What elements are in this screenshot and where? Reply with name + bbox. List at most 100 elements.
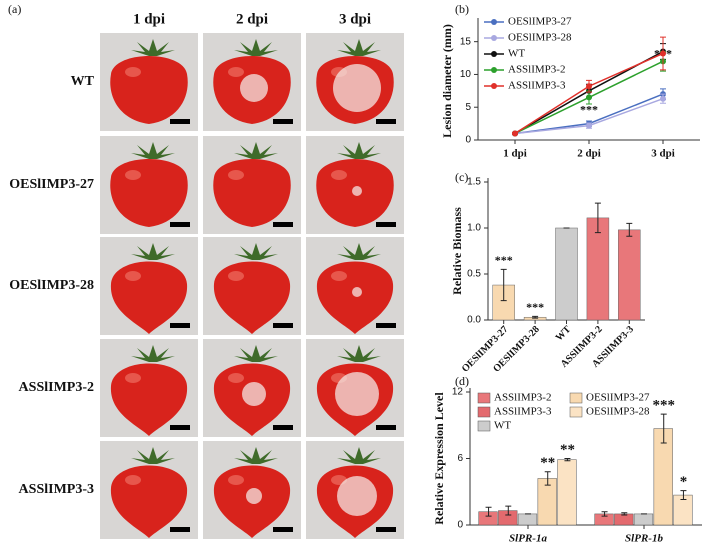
photo (306, 441, 404, 539)
error-bar (485, 506, 492, 517)
legend-marker (491, 19, 497, 25)
highlight (228, 67, 244, 77)
significance: *** (652, 398, 675, 414)
photo (100, 339, 198, 437)
point (586, 122, 592, 129)
significance: *** (495, 253, 513, 267)
legend-swatch (569, 392, 583, 404)
highlight (331, 271, 347, 281)
calyx (337, 142, 381, 159)
legend-label: ASSlIMP3-2 (508, 64, 565, 76)
photo (203, 441, 301, 539)
point (660, 95, 666, 102)
scale-bar (170, 323, 190, 328)
error-bar (544, 471, 551, 486)
photo (203, 237, 301, 335)
lesion (240, 74, 268, 102)
photo (100, 33, 198, 131)
error-bar (626, 222, 633, 237)
calyx (131, 39, 175, 56)
photo (100, 441, 198, 539)
scale-bar (273, 527, 293, 532)
bar (557, 459, 577, 526)
calyx (131, 142, 175, 159)
photo (100, 237, 198, 335)
y-axis-title: Relative Biomass (450, 207, 464, 295)
y-tick-label: 12 (452, 387, 464, 398)
highlight (125, 271, 141, 281)
photo (100, 136, 198, 234)
y-tick-label: 15 (460, 36, 472, 47)
bar (555, 227, 578, 321)
error-bar (601, 511, 608, 517)
point (512, 130, 518, 137)
x-tick-label: 1 dpi (503, 148, 527, 160)
significance: ** (540, 455, 555, 471)
calyx (337, 447, 381, 464)
x-tick-label: SlPR-1a (509, 533, 547, 545)
photo (306, 136, 404, 234)
highlight (125, 170, 141, 180)
highlight (228, 475, 244, 485)
legend-label: OESlIMP3-27 (508, 16, 572, 28)
calyx (234, 142, 278, 159)
panel-label: (b) (455, 2, 469, 16)
scale-bar (170, 527, 190, 532)
photo (203, 339, 301, 437)
y-tick-label: 1.0 (467, 223, 481, 234)
error-bar (621, 512, 628, 516)
row-label: OESlIMP3-28 (9, 278, 94, 293)
highlight (228, 271, 244, 281)
photo (306, 237, 404, 335)
photo (203, 136, 301, 234)
lesion (352, 287, 362, 297)
lesion (337, 476, 377, 516)
row-label: ASSlIMP3-3 (19, 482, 94, 497)
scale-bar (170, 425, 190, 430)
calyx (131, 447, 175, 464)
row-label: ASSlIMP3-2 (19, 380, 94, 395)
row-label: OESlIMP3-27 (9, 177, 94, 192)
bar (517, 513, 538, 526)
significance: ** (560, 442, 575, 458)
highlight (331, 170, 347, 180)
y-tick-label: 0.5 (467, 269, 481, 280)
point (586, 83, 592, 90)
significance: * (680, 474, 688, 490)
significance: *** (580, 103, 598, 117)
lesion (246, 488, 262, 504)
bar (633, 513, 654, 526)
y-tick-label: 0 (465, 135, 471, 146)
calyx (234, 345, 278, 362)
error-bar (505, 505, 512, 516)
scale-bar (273, 425, 293, 430)
panel-label: (c) (455, 170, 468, 184)
legend-swatch (477, 392, 491, 404)
x-tick-label: 2 dpi (577, 148, 601, 160)
bar (586, 217, 610, 321)
y-tick-label: 6 (457, 453, 463, 464)
scale-bar (376, 425, 396, 430)
lesion (335, 372, 379, 416)
calyx (131, 345, 175, 362)
legend-marker (491, 51, 497, 57)
highlight (125, 67, 141, 77)
scale-bar (376, 222, 396, 227)
y-axis-title: Lesion diameter (mm) (440, 24, 454, 138)
legend-label: OESlIMP3-28 (586, 406, 650, 418)
error-bar (660, 413, 667, 444)
lesion (352, 186, 362, 196)
bar (614, 513, 634, 526)
scale-bar (376, 119, 396, 124)
error-bar (500, 268, 507, 302)
highlight (228, 373, 244, 383)
legend-label: ASSlIMP3-3 (508, 80, 566, 92)
row-label: WT (71, 74, 95, 89)
column-header: 3 dpi (339, 11, 371, 27)
x-tick-label: SlPR-1b (625, 533, 663, 545)
highlight (125, 475, 141, 485)
scale-bar (376, 527, 396, 532)
scale-bar (170, 119, 190, 124)
point (660, 50, 666, 57)
